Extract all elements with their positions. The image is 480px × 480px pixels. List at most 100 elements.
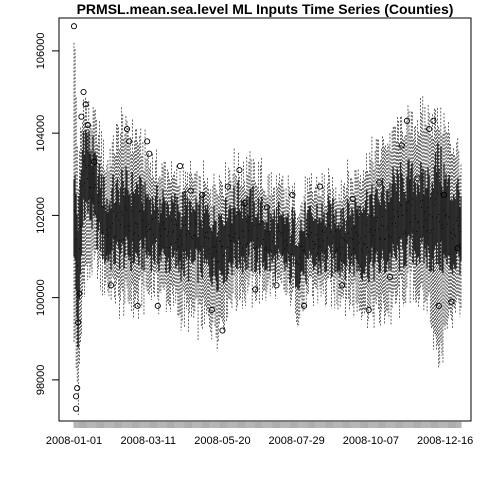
box — [269, 174, 270, 278]
box-body — [430, 199, 431, 272]
box — [179, 186, 180, 317]
box-body — [181, 229, 182, 280]
box — [182, 192, 183, 322]
box-body — [315, 219, 316, 265]
box-body — [238, 180, 239, 239]
box — [285, 207, 286, 292]
box — [108, 160, 109, 291]
box — [309, 178, 310, 277]
box-body — [311, 214, 312, 254]
box — [368, 174, 369, 321]
box-body — [91, 151, 92, 220]
box-body — [425, 171, 426, 248]
box — [186, 184, 187, 309]
box-body — [223, 226, 224, 283]
box-body — [434, 167, 435, 249]
box-body — [333, 215, 334, 258]
outlier-point — [177, 163, 182, 168]
x-tick-label: 2008-10-07 — [343, 435, 399, 447]
box — [243, 162, 244, 293]
outlier-point — [274, 283, 279, 288]
box-body — [159, 199, 160, 255]
box-body — [198, 237, 199, 282]
box — [277, 188, 278, 281]
box — [158, 178, 159, 314]
box-body — [316, 204, 317, 255]
box — [402, 132, 403, 299]
box — [220, 181, 221, 318]
box — [95, 110, 96, 256]
box — [173, 175, 174, 306]
box — [307, 178, 308, 294]
box-body — [408, 161, 409, 236]
y-tick-label: 100000 — [35, 279, 47, 316]
box-body — [141, 204, 142, 269]
box — [461, 165, 462, 310]
box-body — [326, 227, 327, 271]
box-body — [376, 188, 377, 253]
box-body — [349, 217, 350, 272]
box-body — [287, 219, 288, 267]
box — [375, 151, 376, 301]
box — [392, 131, 393, 308]
box-body — [412, 163, 413, 232]
box-body — [166, 218, 167, 272]
box-body — [241, 200, 242, 256]
box — [129, 146, 130, 306]
box — [290, 219, 291, 306]
box — [191, 174, 192, 317]
box — [327, 184, 328, 280]
box-body — [383, 186, 384, 259]
box — [136, 129, 137, 293]
box — [394, 127, 395, 290]
box-body — [286, 217, 287, 262]
box — [249, 162, 250, 287]
box-body — [340, 230, 341, 277]
box-body — [307, 213, 308, 257]
box — [286, 188, 287, 296]
box — [341, 180, 342, 299]
box-body — [291, 235, 292, 278]
box-body — [382, 178, 383, 249]
box — [153, 177, 154, 294]
box-body — [147, 199, 148, 258]
box-body — [175, 220, 176, 268]
box — [323, 187, 324, 294]
box — [207, 178, 208, 311]
box-body — [224, 226, 225, 281]
box-body — [271, 214, 272, 251]
box — [263, 191, 264, 291]
box — [304, 196, 305, 310]
box — [320, 196, 321, 289]
box-body — [267, 223, 268, 270]
box-body — [138, 195, 139, 264]
box-body — [113, 175, 114, 238]
box — [281, 179, 282, 284]
box-body — [435, 152, 436, 244]
box-body — [145, 182, 146, 237]
box-body — [75, 175, 76, 259]
box-body — [351, 208, 352, 254]
box — [431, 136, 432, 329]
box — [102, 167, 103, 297]
box — [236, 176, 237, 311]
box — [270, 196, 271, 297]
box-body — [129, 195, 130, 260]
box — [271, 172, 272, 272]
box — [400, 117, 401, 276]
box-body — [176, 197, 177, 250]
box — [439, 130, 440, 365]
box-body — [428, 168, 429, 245]
box-body — [321, 223, 322, 274]
box — [122, 114, 123, 292]
box-body — [146, 194, 147, 253]
box — [167, 169, 168, 301]
box-body — [84, 155, 85, 219]
box-body — [269, 211, 270, 255]
box-body — [422, 169, 423, 236]
box — [405, 135, 406, 305]
box-body — [190, 202, 191, 248]
box — [337, 201, 338, 304]
box — [355, 170, 356, 282]
